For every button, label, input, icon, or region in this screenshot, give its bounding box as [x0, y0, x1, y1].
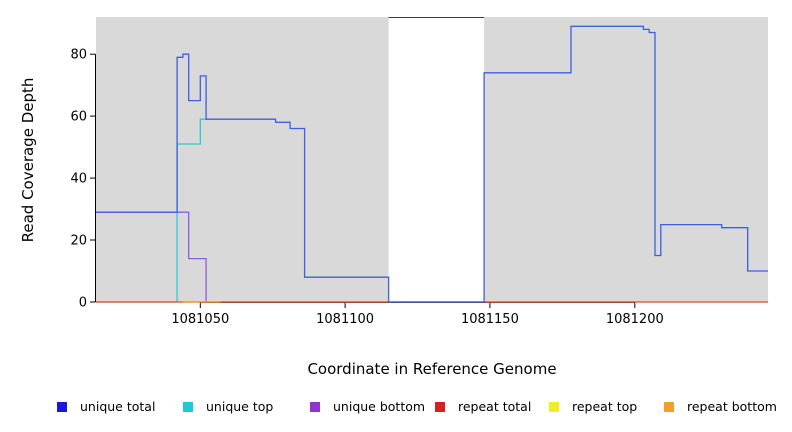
- series-line-unique-total: [96, 25, 768, 303]
- legend-label: unique total: [80, 399, 156, 414]
- shaded-region: [484, 17, 768, 302]
- y-tick-label: 80: [70, 48, 87, 63]
- legend-label: repeat total: [458, 399, 532, 414]
- legend-swatch-unique-bottom: [310, 401, 320, 412]
- legend-swatch-repeat-top: [549, 401, 559, 412]
- legend-item-unique-bottom: unique bottom: [310, 399, 425, 414]
- y-tick-label: 0: [79, 296, 87, 311]
- legend-label: unique top: [206, 399, 274, 414]
- legend-item-unique-top: unique top: [183, 399, 273, 414]
- x-axis-title: Coordinate in Reference Genome: [307, 360, 557, 378]
- shaded-region: [96, 17, 389, 302]
- y-axis-title: Read Coverage Depth: [19, 77, 37, 243]
- y-tick-label: 60: [70, 110, 87, 125]
- legend-swatch-repeat-total: [435, 401, 445, 412]
- legend-label: repeat top: [572, 399, 638, 414]
- legend-swatch-unique-top: [183, 401, 193, 412]
- legend-item-unique-total: unique total: [57, 399, 155, 414]
- legend-item-repeat-total: repeat total: [435, 399, 531, 414]
- legend-swatch-unique-total: [57, 401, 67, 412]
- x-tick-label: 1081150: [461, 312, 519, 327]
- y-tick-label: 40: [70, 172, 87, 187]
- legend-item-repeat-bottom: repeat bottom: [664, 399, 777, 414]
- legend-swatch-repeat-bottom: [664, 401, 674, 412]
- legend-item-repeat-top: repeat top: [549, 399, 637, 414]
- legend: unique total unique top unique bottom repea…: [0, 399, 792, 421]
- y-tick-label: 20: [70, 234, 87, 249]
- x-tick-label: 1081200: [606, 312, 664, 327]
- x-tick-label: 1081050: [171, 312, 229, 327]
- legend-label: unique bottom: [333, 399, 426, 414]
- x-tick-label: 1081100: [316, 312, 374, 327]
- legend-label: repeat bottom: [687, 399, 777, 414]
